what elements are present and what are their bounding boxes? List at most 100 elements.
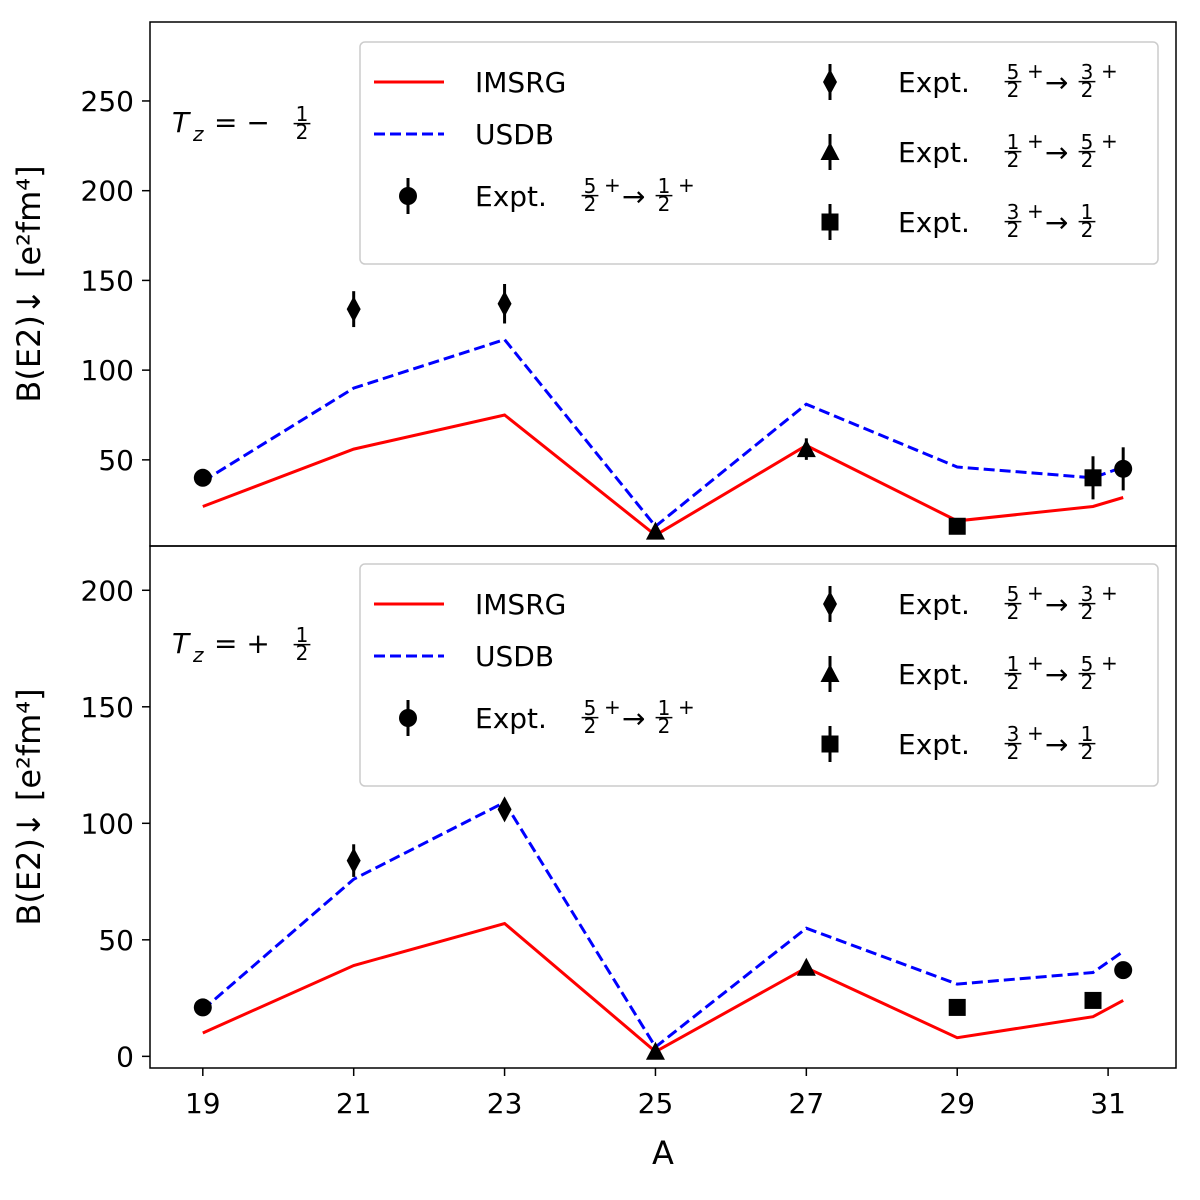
diamond-data-point xyxy=(346,296,361,323)
svg-text:2: 2 xyxy=(1007,78,1020,102)
svg-text:+: + xyxy=(1027,651,1044,675)
svg-text:2: 2 xyxy=(584,714,597,738)
x-tick-label: 21 xyxy=(336,1087,372,1120)
svg-text:3: 3 xyxy=(1081,582,1094,606)
svg-text:2: 2 xyxy=(296,641,309,665)
imsrg-series-line xyxy=(202,921,1124,1054)
svg-text:Expt.: Expt. xyxy=(898,136,970,169)
y-tick-label: 50 xyxy=(98,924,134,957)
svg-text:Expt.: Expt. xyxy=(898,728,970,761)
legend-frame xyxy=(359,41,1159,265)
svg-text:5: 5 xyxy=(1081,652,1094,676)
svg-text:Expt.: Expt. xyxy=(898,588,970,621)
svg-text:+: + xyxy=(604,695,621,719)
legend-t52_32: Expt.52+→32+5/2+ → 3/2+ xyxy=(823,581,1118,624)
diamond-data-point xyxy=(346,847,361,874)
square-data-point xyxy=(948,517,966,535)
usdb-series-line xyxy=(202,337,1124,529)
svg-text:Expt.: Expt. xyxy=(898,206,970,239)
svg-text:+: + xyxy=(1101,651,1118,675)
svg-text:→: → xyxy=(1045,728,1068,761)
svg-text:2: 2 xyxy=(1007,740,1020,764)
svg-text:2: 2 xyxy=(1081,148,1094,172)
legend-imsrg-label: IMSRG xyxy=(475,66,566,99)
x-tick-label: 29 xyxy=(939,1087,975,1120)
svg-text:→: → xyxy=(1045,588,1068,621)
legend-t52_32: Expt.52+→32+5/2+ → 3/2+ xyxy=(823,59,1118,102)
svg-text:→: → xyxy=(622,180,645,213)
y-axis-label: B(E2)↓ [e²fm⁴] xyxy=(10,165,48,402)
x-tick-label: 25 xyxy=(638,1087,674,1120)
svg-text:T: T xyxy=(172,106,191,139)
svg-text:2: 2 xyxy=(1081,78,1094,102)
y-tick-label: 200 xyxy=(81,175,134,208)
triangle-data-point xyxy=(645,521,665,540)
x-tick-label: 23 xyxy=(487,1087,523,1120)
svg-text:2: 2 xyxy=(584,192,597,216)
svg-text:2: 2 xyxy=(1081,670,1094,694)
imsrg-series-line xyxy=(202,413,1124,538)
y-tick-label: 150 xyxy=(81,691,134,724)
svg-text:→: → xyxy=(1045,136,1068,169)
svg-text:2: 2 xyxy=(1007,600,1020,624)
legend-imsrg-label: IMSRG xyxy=(475,588,566,621)
svg-text:2: 2 xyxy=(1007,670,1020,694)
diamond-data-point xyxy=(497,796,512,823)
svg-text:+: + xyxy=(1027,59,1044,83)
diamond-data-point xyxy=(497,290,512,317)
svg-text:+: + xyxy=(678,173,695,197)
svg-text:+: + xyxy=(1027,129,1044,153)
square-data-point xyxy=(1084,469,1102,487)
y-tick-label: 100 xyxy=(81,354,134,387)
x-tick-label: 31 xyxy=(1090,1087,1126,1120)
y-tick-label: 200 xyxy=(81,574,134,607)
triangle-data-point xyxy=(796,957,816,976)
svg-text:5: 5 xyxy=(1007,60,1020,84)
svg-text:5: 5 xyxy=(584,696,597,720)
square-data-point xyxy=(1084,991,1102,1009)
y-tick-label: 150 xyxy=(81,264,134,297)
plot-area xyxy=(193,284,1133,540)
circle-data-point xyxy=(1114,961,1133,980)
svg-text:3: 3 xyxy=(1007,722,1020,746)
svg-text:→: → xyxy=(622,702,645,735)
legend-t52_12: Expt.52+→12+5/2+ → 1/2+ xyxy=(399,695,695,738)
legend-t12_52: Expt.12+→52+1/2+ → 5/2+ xyxy=(820,651,1118,694)
svg-text:→: → xyxy=(1045,66,1068,99)
svg-text:Expt.: Expt. xyxy=(898,658,970,691)
legend-usdb-label: USDB xyxy=(475,640,554,673)
legend-frame xyxy=(359,563,1159,787)
svg-text:+: + xyxy=(1027,721,1044,745)
svg-text:2: 2 xyxy=(1007,148,1020,172)
svg-text:→: → xyxy=(1045,658,1068,691)
y-tick-label: 0 xyxy=(116,1040,134,1073)
svg-text:= −: = − xyxy=(214,106,270,139)
x-tick-label: 27 xyxy=(789,1087,825,1120)
bottom-panel: 0 50 100 150 200 B(E2)↓ [e²fm⁴] T z = +12 IMSRG US… xyxy=(10,545,1177,1073)
y-axis-label: B(E2)↓ [e²fm⁴] xyxy=(10,688,48,925)
svg-text:3: 3 xyxy=(1007,200,1020,224)
svg-text:Expt.: Expt. xyxy=(475,702,547,735)
svg-text:2: 2 xyxy=(658,714,671,738)
svg-text:5: 5 xyxy=(584,174,597,198)
usdb-series-line xyxy=(201,800,1125,1050)
svg-text:+: + xyxy=(1027,199,1044,223)
circle-data-point xyxy=(193,998,212,1017)
legend-t12_52: Expt.12+→52+1/2+ → 5/2+ xyxy=(820,129,1118,172)
svg-text:1: 1 xyxy=(296,623,309,647)
svg-text:1: 1 xyxy=(658,174,671,198)
svg-text:+: + xyxy=(1101,581,1118,605)
svg-text:+: + xyxy=(678,695,695,719)
circle-data-point xyxy=(193,468,212,487)
x-axis: 19 21 23 25 27 29 31 xyxy=(185,1068,1126,1120)
svg-text:z: z xyxy=(192,122,204,146)
x-tick-label: 19 xyxy=(185,1087,221,1120)
y-tick-label: 100 xyxy=(81,807,134,840)
svg-text:+: + xyxy=(1101,59,1118,83)
svg-text:1: 1 xyxy=(1081,722,1094,746)
